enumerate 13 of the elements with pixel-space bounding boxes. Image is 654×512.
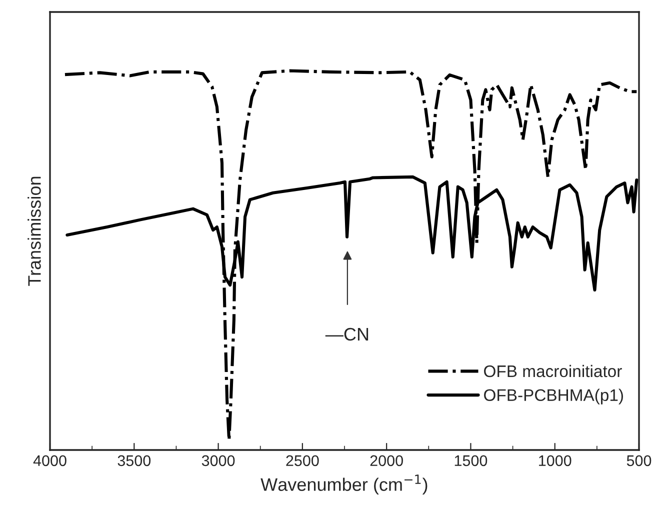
x-tick-label: 4000 — [33, 455, 66, 466]
y-axis-title: Transimission — [28, 176, 41, 286]
x-tick-label: 3500 — [118, 455, 151, 466]
legend-label: OFB-PCBHMA(p1) — [484, 388, 623, 404]
annotation: —CN — [325, 328, 368, 341]
legend-label: OFB macroinitiator — [484, 364, 622, 378]
x-tick-label: 1500 — [454, 455, 488, 466]
x-tick-label: 1000 — [539, 455, 572, 466]
x-tick-label: 2500 — [286, 455, 319, 466]
x-axis-title: Wavenumber (cm$^{−1}$) — [260, 474, 428, 495]
x-tick-label: 2000 — [370, 455, 403, 466]
x-tick-label: 500 — [626, 455, 652, 466]
x-tick-label: 3000 — [202, 455, 235, 466]
